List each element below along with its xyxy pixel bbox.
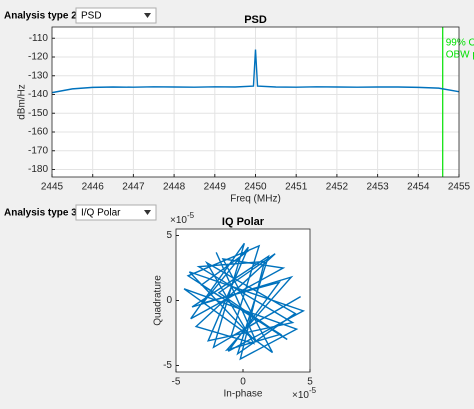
x-tick-label: 2454	[407, 182, 430, 193]
dropdown-value[interactable]: PSD	[81, 11, 102, 22]
obw-label: 99% OB	[446, 38, 474, 49]
y-tick-label: -5	[163, 360, 172, 371]
data-line	[52, 49, 459, 94]
axes-box	[51, 26, 460, 178]
x-axis-label: Freq (MHz)	[230, 194, 281, 205]
y-tick-label: 0	[166, 295, 172, 306]
exponent-base: ×10	[170, 215, 187, 226]
y-tick-label: -150	[28, 108, 48, 119]
x-tick-label: 2451	[285, 182, 308, 193]
y-tick-label: 5	[166, 230, 172, 241]
x-tick-label: 2448	[163, 182, 186, 193]
exponent-power: -5	[309, 386, 317, 395]
y-tick-label: -110	[29, 33, 49, 44]
x-tick-label: 2452	[326, 182, 349, 193]
axis-exponent: ×10-5	[170, 211, 195, 226]
x-tick-label: 2449	[204, 182, 227, 193]
control-label: Analysis type 2	[4, 11, 77, 22]
y-tick-label: -170	[28, 145, 48, 156]
x-tick-label: -5	[172, 377, 181, 388]
exponent-power: -5	[187, 211, 195, 220]
x-tick-label: 2453	[366, 182, 389, 193]
chart: 2445 2446 2447 2448 2449 2450 2451 2452 2453 2454…	[17, 14, 474, 205]
exponent-base: ×10	[292, 390, 309, 401]
dropdown-value[interactable]: I/Q Polar	[81, 208, 121, 219]
y-tick-label: -180	[28, 164, 48, 175]
x-tick-label: 0	[240, 377, 246, 388]
chart-title: IQ Polar	[222, 216, 265, 228]
data-line	[183, 242, 306, 361]
y-tick-label: -130	[28, 70, 48, 81]
x-axis-label: In-phase	[224, 389, 263, 400]
axis-exponent: ×10-5	[292, 386, 317, 401]
obw-label: OBW po	[446, 50, 474, 61]
y-tick-label: -140	[28, 89, 48, 100]
y-axis-label: Quadrature	[153, 275, 164, 326]
dropdown[interactable]: PSD	[75, 7, 157, 24]
axes-box	[175, 228, 311, 373]
x-tick-label: 2450	[244, 182, 267, 193]
dropdown[interactable]: I/Q Polar	[75, 204, 157, 221]
y-tick-label: -160	[28, 127, 48, 138]
y-tick-label: -120	[28, 52, 48, 63]
y-axis-label: dBm/Hz	[17, 84, 28, 120]
control-label: Analysis type 3	[4, 208, 77, 219]
x-tick-label: 2445	[41, 182, 64, 193]
x-tick-label: 2455	[448, 182, 471, 193]
x-tick-label: 2446	[82, 182, 105, 193]
chart-title: PSD	[244, 14, 267, 26]
x-tick-label: 5	[307, 377, 313, 388]
x-tick-label: 2447	[122, 182, 145, 193]
